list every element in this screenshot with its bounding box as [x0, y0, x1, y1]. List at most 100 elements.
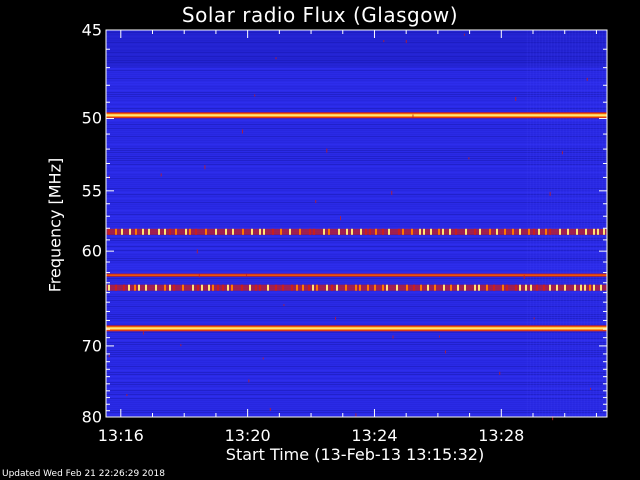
- interference-dot: [383, 40, 385, 43]
- interference-dot: [142, 331, 144, 335]
- x-axis-label: Start Time (13-Feb-13 13:15:32): [225, 445, 485, 464]
- interference-dot: [533, 317, 535, 320]
- texture-column: [538, 30, 540, 417]
- noise-stripe: [106, 184, 607, 185]
- band-1-spike: [242, 228, 244, 235]
- band-1-spike: [313, 228, 315, 235]
- texture-column: [529, 30, 531, 417]
- band-3-spike: [574, 284, 576, 291]
- noise-stripe: [106, 260, 607, 261]
- noise-stripe: [106, 254, 607, 255]
- noise-stripe: [106, 346, 607, 347]
- band-3-spike: [145, 284, 147, 291]
- band-1-spike: [360, 228, 362, 235]
- interference-dot: [468, 157, 470, 160]
- noise-stripe: [106, 68, 607, 69]
- noise-stripe: [106, 142, 607, 143]
- band-3-spike: [367, 284, 369, 291]
- noise-stripe: [106, 154, 607, 155]
- noise-stripe: [106, 188, 607, 189]
- band-1-spike: [195, 228, 197, 235]
- texture-column: [586, 30, 588, 417]
- interference-dot: [561, 151, 563, 155]
- noise-stripe: [106, 396, 607, 397]
- noise-stripe: [106, 350, 607, 351]
- noise-stripe: [106, 110, 607, 111]
- noise-stripe: [106, 338, 607, 339]
- noise-stripe: [106, 170, 607, 171]
- interference-dot: [315, 200, 317, 204]
- updated-timestamp: Updated Wed Feb 21 22:26:29 2018: [2, 469, 165, 479]
- noise-stripe: [106, 402, 607, 403]
- band-3-spike: [386, 284, 388, 291]
- interference-dot: [283, 304, 285, 307]
- interference-dot: [515, 96, 517, 101]
- band-1-spike: [474, 228, 476, 235]
- noise-stripe: [106, 310, 607, 311]
- noise-stripe: [106, 178, 607, 179]
- band-3-spike: [580, 284, 582, 291]
- noise-stripe: [106, 32, 607, 33]
- noise-stripe: [106, 408, 607, 409]
- band-1-spike: [398, 228, 400, 235]
- noise-stripe: [106, 120, 607, 121]
- noise-stripe: [106, 146, 607, 147]
- noise-stripe: [106, 272, 607, 273]
- noise-stripe: [106, 214, 607, 215]
- noise-stripe: [106, 372, 607, 373]
- noise-stripe: [106, 374, 607, 375]
- interference-dot: [246, 273, 248, 277]
- noise-stripe: [106, 344, 607, 345]
- band-3-spike: [536, 284, 538, 291]
- noise-stripe: [106, 168, 607, 169]
- interference-dot: [523, 274, 525, 279]
- noise-stripe: [106, 166, 607, 167]
- band-3-spike: [201, 284, 203, 291]
- band-1-spike: [369, 228, 371, 235]
- band-3-spike: [212, 284, 214, 291]
- band-1-spike: [338, 228, 340, 235]
- y-tick-label: 55: [81, 181, 102, 201]
- band-1-spike: [328, 228, 330, 235]
- band-3-spike: [291, 284, 293, 291]
- noise-stripe: [106, 376, 607, 377]
- interference-dot: [180, 344, 182, 347]
- interference-dot: [586, 77, 588, 81]
- noise-stripe: [106, 128, 607, 129]
- noise-stripe: [106, 334, 607, 335]
- noise-stripe: [106, 360, 607, 361]
- noise-stripe: [106, 144, 607, 145]
- band-3-spike: [525, 284, 527, 291]
- interference-dot: [204, 165, 206, 170]
- band-1-spike: [538, 228, 540, 235]
- noise-stripe: [106, 380, 607, 381]
- band-3-spike: [493, 284, 495, 291]
- noise-stripe: [106, 308, 607, 309]
- x-tick-label: 13:28: [478, 426, 525, 445]
- noise-stripe: [106, 164, 607, 165]
- noise-stripe: [106, 100, 607, 101]
- noise-stripe: [106, 156, 607, 157]
- noise-stripe: [106, 76, 607, 77]
- band-1-spike: [365, 228, 367, 235]
- noise-stripe: [106, 186, 607, 187]
- noise-stripe: [106, 122, 607, 123]
- band-3-spike: [108, 284, 110, 291]
- noise-stripe: [106, 222, 607, 223]
- band-3-spike: [589, 284, 591, 291]
- band-3-spike: [173, 284, 175, 291]
- noise-stripe: [106, 52, 607, 53]
- band-3-spike: [584, 284, 586, 291]
- y-axis-label: Frequency [MHz]: [45, 157, 65, 293]
- noise-stripe: [106, 84, 607, 85]
- noise-stripe: [106, 66, 607, 67]
- band-3-spike: [155, 284, 157, 291]
- noise-stripe: [106, 348, 607, 349]
- noise-stripe: [106, 392, 607, 393]
- noise-stripe: [106, 362, 607, 363]
- band-3-spike: [267, 284, 269, 291]
- x-tick-label: 13:24: [351, 426, 398, 445]
- band-3-spike: [593, 284, 595, 291]
- noise-stripe: [106, 300, 607, 301]
- band-1-spike: [597, 228, 599, 235]
